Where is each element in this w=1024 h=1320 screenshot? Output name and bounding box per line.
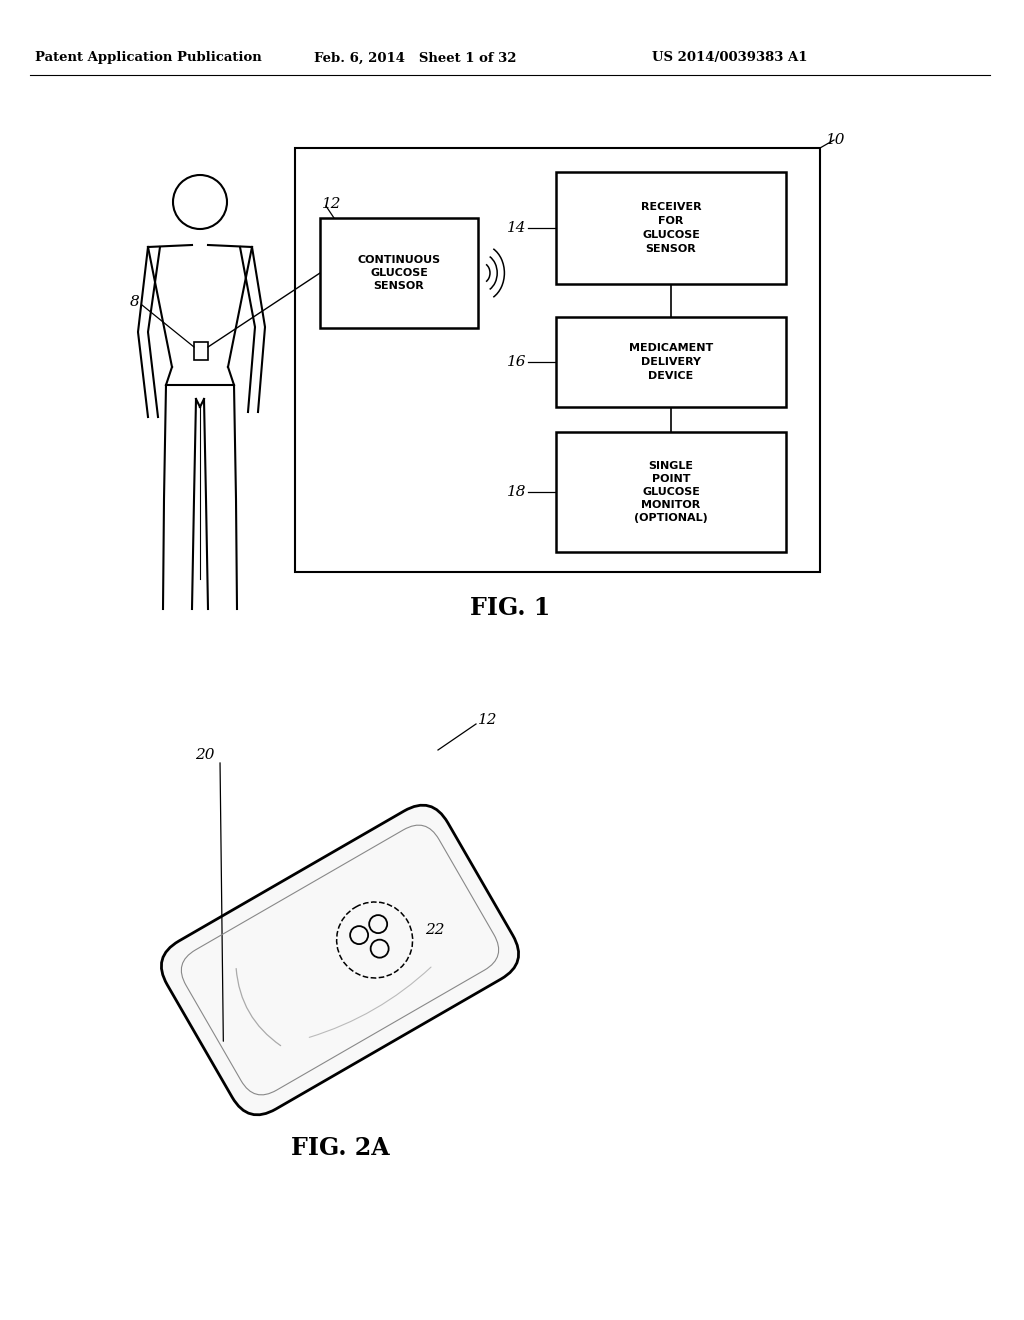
Text: FIG. 1: FIG. 1	[470, 597, 550, 620]
Text: 16: 16	[507, 355, 526, 370]
Text: SINGLE
POINT
GLUCOSE
MONITOR
(OPTIONAL): SINGLE POINT GLUCOSE MONITOR (OPTIONAL)	[634, 461, 708, 524]
Text: 12: 12	[322, 197, 341, 211]
Bar	[556, 172, 786, 284]
Text: FIG. 2A: FIG. 2A	[291, 1137, 389, 1160]
Text: MEDICAMENT
DELIVERY
DEVICE: MEDICAMENT DELIVERY DEVICE	[629, 343, 713, 381]
Bar	[319, 218, 478, 327]
Bar	[556, 432, 786, 552]
Text: 22: 22	[426, 923, 445, 937]
Text: 8: 8	[130, 294, 140, 309]
Text: 14: 14	[507, 220, 526, 235]
Text: Feb. 6, 2014   Sheet 1 of 32: Feb. 6, 2014 Sheet 1 of 32	[313, 51, 516, 65]
Text: Patent Application Publication: Patent Application Publication	[35, 51, 261, 65]
FancyArrowPatch shape	[309, 968, 431, 1038]
Text: US 2014/0039383 A1: US 2014/0039383 A1	[652, 51, 808, 65]
Bar	[194, 342, 208, 360]
Text: 12: 12	[478, 713, 498, 727]
Text: 10: 10	[826, 133, 846, 147]
Text: 20: 20	[195, 748, 214, 762]
FancyBboxPatch shape	[162, 805, 518, 1115]
FancyArrowPatch shape	[237, 969, 281, 1045]
Text: RECEIVER
FOR
GLUCOSE
SENSOR: RECEIVER FOR GLUCOSE SENSOR	[641, 202, 701, 253]
Text: CONTINUOUS
GLUCOSE
SENSOR: CONTINUOUS GLUCOSE SENSOR	[357, 255, 440, 292]
Bar	[295, 148, 820, 572]
Text: 18: 18	[507, 484, 526, 499]
Bar	[556, 317, 786, 407]
